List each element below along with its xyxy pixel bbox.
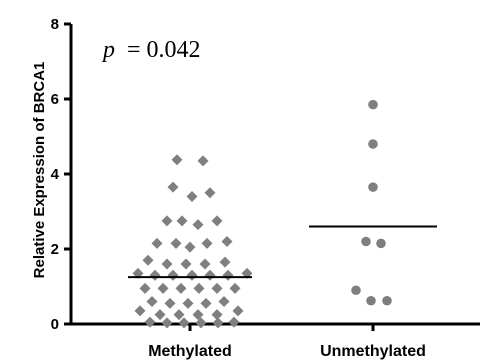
data-point-diamond	[139, 282, 151, 294]
data-point-diamond	[200, 297, 212, 309]
data-point-diamond	[173, 309, 185, 321]
data-point-diamond	[157, 282, 169, 294]
data-point-diamond	[201, 237, 213, 249]
data-point-diamond	[219, 256, 231, 268]
y-tick-label: 8	[51, 16, 59, 33]
data-point-diamond	[232, 305, 244, 317]
data-point-diamond	[204, 269, 216, 281]
data-point-diamond	[161, 215, 173, 227]
data-point-diamond	[192, 219, 204, 231]
data-point-diamond	[144, 316, 156, 328]
data-point-diamond	[170, 237, 182, 249]
data-point-diamond	[182, 297, 194, 309]
y-tick-label: 4	[51, 166, 60, 183]
data-point-diamond	[199, 258, 211, 270]
data-point-diamond	[184, 241, 196, 253]
data-point-diamond	[228, 316, 240, 328]
y-tick-label: 2	[51, 241, 59, 258]
mean-lines	[128, 225, 437, 279]
p-symbol: p	[101, 37, 115, 63]
y-tick-label: 6	[51, 91, 59, 108]
p-value: = 0.042	[127, 37, 201, 63]
axes	[64, 22, 480, 331]
data-point-diamond	[195, 317, 207, 329]
data-point-diamond	[222, 269, 234, 281]
data-point-circle	[366, 295, 376, 306]
data-point-diamond	[161, 258, 173, 270]
data-point-diamond	[176, 215, 188, 227]
data-point-diamond	[175, 282, 187, 294]
data-point-diamond	[154, 309, 166, 321]
data-point-diamond	[204, 187, 216, 199]
data-point-diamond	[221, 236, 233, 247]
data-point-diamond	[211, 215, 223, 227]
data-point-diamond	[134, 305, 146, 317]
data-point-circle	[368, 139, 378, 149]
data-point-circle	[351, 285, 361, 296]
data-point-diamond	[161, 317, 173, 329]
data-point-diamond	[186, 269, 198, 281]
data-point-diamond	[151, 237, 163, 249]
data-point-diamond	[149, 269, 161, 281]
data-point-diamond	[211, 309, 223, 321]
data-point-diamond	[218, 296, 230, 307]
data-point-diamond	[171, 154, 183, 166]
x-category-label: Methylated	[148, 343, 232, 360]
data-point-diamond	[146, 296, 158, 307]
data-point-diamond	[180, 258, 192, 270]
data-point-diamond	[193, 282, 205, 294]
data-point-diamond	[142, 254, 154, 266]
data-point-diamond	[178, 317, 190, 329]
data-point-circle	[368, 99, 378, 110]
data-point-circle	[382, 295, 392, 306]
y-tick-label: 0	[51, 316, 59, 333]
data-point-diamond	[167, 181, 179, 193]
p-value-annotation: p = 0.042	[101, 37, 201, 63]
data-point-diamond	[211, 282, 223, 294]
data-point-circle	[376, 238, 386, 249]
data-point-circle	[361, 236, 371, 247]
data-point-diamond	[229, 282, 241, 294]
data-point-diamond	[186, 191, 198, 202]
data-point-diamond	[164, 297, 176, 309]
y-axis-label: Relative Expression of BRCA1	[31, 62, 48, 279]
data-point-diamond	[197, 155, 209, 167]
data-marks	[132, 99, 392, 329]
data-point-diamond	[192, 309, 204, 321]
data-point-diamond	[212, 317, 224, 329]
x-category-label: Unmethylated	[320, 343, 426, 360]
tick-labels: 0 2 4 6 8 Methylated Unmethylated	[51, 16, 426, 360]
data-point-circle	[368, 182, 378, 192]
data-point-diamond	[167, 269, 179, 281]
